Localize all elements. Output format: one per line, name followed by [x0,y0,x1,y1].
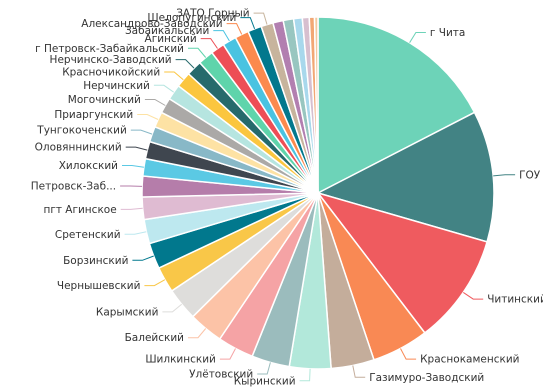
pie-slice-label: Нерчинско-Заводский [50,54,172,66]
pie-slice-label: Балейский [125,332,184,344]
pie-slice-label: Чернышевский [57,280,141,292]
pie-leader-line [125,146,148,151]
pie-slice[interactable] [315,111,495,243]
pie-leader-line [124,231,147,235]
pie-slice-label: Приаргунский [54,109,133,121]
pie-leader-line [257,362,271,375]
pie-leader-line [463,291,484,300]
pie-slice-label: Сретенский [55,229,121,241]
pie-leader-line [253,12,268,25]
pie-leader-line [409,32,426,43]
pie-leader-line [175,59,195,69]
pie-leader-line [144,99,166,106]
pie-slice[interactable] [313,16,319,194]
pie-slice-label: Краснокаменский [420,354,519,366]
pie-leader-line [162,303,183,313]
pie-slice-label: Агинский [145,33,197,45]
pie-slice-label: Газимуро-Заводский [369,372,484,384]
pie-slice-label: Шелопугинский [147,12,236,24]
pie-leader-line [226,23,243,35]
pie-leader-line [400,348,417,360]
pie-slice-label: Карымский [96,306,159,318]
pie-leader-line [122,165,144,168]
pie-slice-label: Читинский [487,294,543,306]
pie-slice-label: ГОУ [519,169,541,181]
pie-slice-label: г Петровск-Забайкальский [35,43,184,55]
pie-leader-lines [120,12,516,382]
pie-slice-label: Александрово-Заводский [81,18,222,30]
pie-slice-label: Улётовский [189,369,253,381]
pie-slice-label: Борзинский [63,255,128,267]
pie-slice-label: Забайкальский [125,25,209,37]
pie-leader-line [164,71,184,81]
pie-leader-line [299,368,311,382]
pie-slice-label: Хилокский [59,160,118,172]
pie-leader-line [137,114,159,120]
pie-slice-label: Нерчинский [83,80,150,92]
pie-labels: г Чита ГОУ Читинский Краснокаменский Газимур… [31,8,543,388]
pie-slice-label: ЗАТО Горный [176,8,249,20]
pie-slice-label: Красночикойский [62,67,160,79]
pie-leader-line [188,47,207,58]
pie-leader-line [213,30,230,42]
pie-slice-label: Тунгокоченский [36,125,127,137]
pie-leader-line [120,207,143,210]
pie-leader-line [188,328,207,339]
pie-slice-label: Петровск-Заб... [31,181,116,193]
pie-leader-line [130,129,153,135]
pie-leader-line [200,38,218,49]
pie-slice-label: Кыринский [234,375,296,387]
pie-leader-line [132,255,154,261]
pie-leader-line [219,348,236,360]
pie-leader-line [144,279,166,287]
pie-slice-label: пгт Агинское [43,204,116,216]
pie-slice[interactable] [316,191,489,334]
pie-slice-label: Могочинский [68,94,141,106]
pie-leader-line [240,17,256,29]
pie-leader-line [352,365,366,378]
pie-slice-label: Шилкинский [145,354,216,366]
pie-leader-line [153,84,174,93]
pie-slice-label: г Чита [430,27,465,39]
pie-slice[interactable] [317,16,476,195]
pie-slices [141,16,495,370]
pie-leader-line [493,174,516,177]
pie-slice-label: Оловяннинский [35,142,122,154]
